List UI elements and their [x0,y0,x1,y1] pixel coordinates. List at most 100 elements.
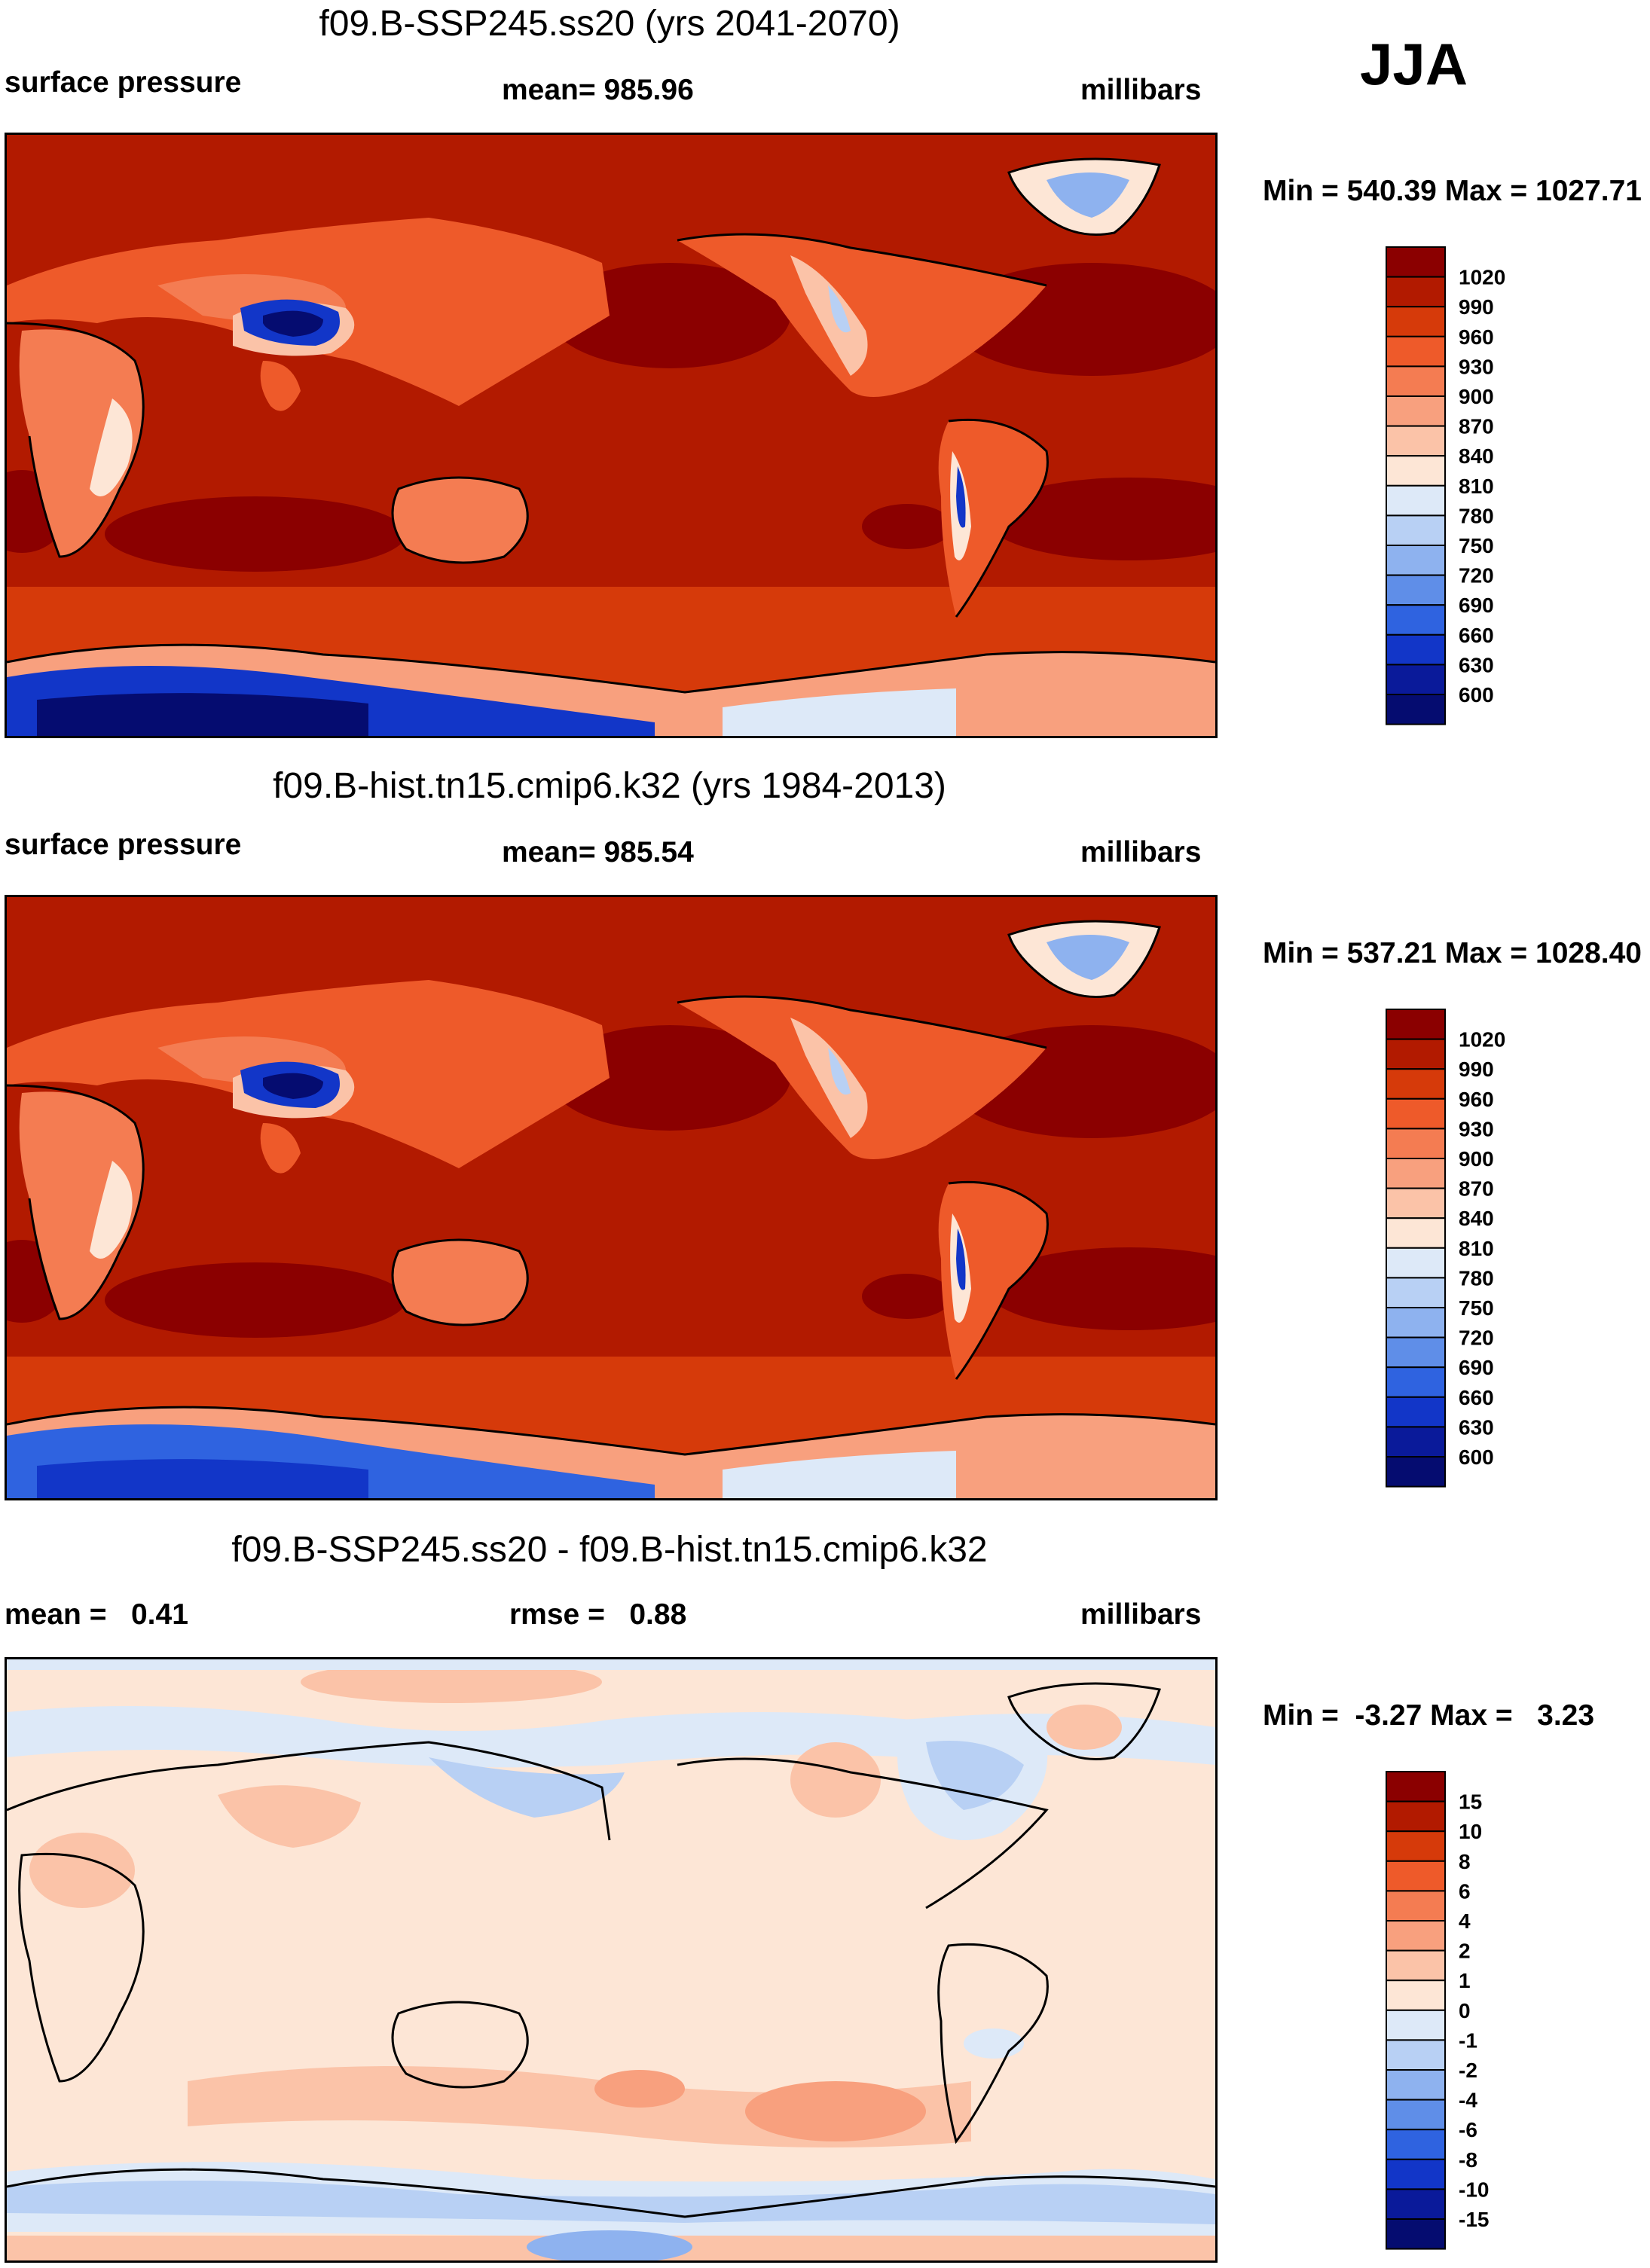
colorbar-swatch [1386,664,1446,696]
colorbar-swatch [1386,246,1446,278]
panel-2-variable-label: surface pressure [5,829,242,861]
colorbar-swatch [1386,514,1446,546]
panel-3-rmse-label: rmse = 0.88 [509,1598,687,1631]
colorbar-swatch [1386,2039,1446,2071]
colorbar-swatch [1386,1247,1446,1279]
colorbar-level-label: 0 [1459,1999,1471,2022]
colorbar-swatch [1386,1890,1446,1922]
colorbar-level-label: -4 [1459,2089,1477,2112]
colorbar-swatch [1386,545,1446,576]
colorbar-swatch [1386,2069,1446,2101]
colorbar-level-label: 810 [1459,475,1494,498]
colorbar-swatch [1386,1158,1446,1189]
colorbar-level-label: 6 [1459,1879,1471,1903]
colorbar-level-label: 8 [1459,1850,1471,1873]
colorbar-level-label: 600 [1459,683,1494,707]
colorbar-swatch [1386,1456,1446,1488]
colorbar-level-label: -6 [1459,2118,1477,2141]
colorbar-swatch [1386,1277,1446,1308]
colorbar-level-label: 960 [1459,1088,1494,1111]
colorbar-level-label: 2 [1459,1940,1471,1963]
colorbar-level-label: 960 [1459,325,1494,349]
colorbar-swatch [1386,1068,1446,1100]
colorbar-level-label: 900 [1459,385,1494,408]
colorbar-level-label: 630 [1459,653,1494,676]
colorbar-level-label: -10 [1459,2178,1489,2201]
colorbar-level-label: 1 [1459,1969,1471,1992]
colorbar-level-label: 750 [1459,1296,1494,1320]
colorbar-level-label: 690 [1459,1356,1494,1379]
colorbar-level-label: 930 [1459,1117,1494,1140]
colorbar-level-label: 780 [1459,1266,1494,1290]
colorbar-level-label: 690 [1459,594,1494,617]
colorbar-swatch [1386,1336,1446,1369]
colorbar-level-label: 840 [1459,444,1494,468]
colorbar-swatch [1386,574,1446,606]
colorbar-swatch [1386,1366,1446,1398]
colorbar-swatch [1386,1860,1446,1892]
colorbar-level-label: -2 [1459,2059,1477,2082]
season-label: JJA [1360,31,1468,97]
colorbar-level-label: 15 [1459,1790,1482,1814]
colorbar-swatch [1386,2009,1446,2041]
colorbar-swatch [1386,2188,1446,2221]
colorbar-swatch [1386,1217,1446,1249]
colorbar-swatch [1386,1038,1446,1070]
colorbar-swatch [1386,335,1446,368]
colorbar-swatch [1386,633,1446,666]
panel-3-map [5,1657,1218,2263]
panel-1-map-svg [7,135,1215,736]
panel-1-variable-label: surface pressure [5,66,242,99]
colorbar-swatch [1386,1307,1446,1339]
colorbar-swatch [1386,1800,1446,1833]
colorbar-level-label: 1020 [1459,1028,1505,1052]
colorbar-level-label: 10 [1459,1820,1482,1843]
panel-3-units-label: millibars [1080,1598,1202,1631]
panel-1-title: f09.B-SSP245.ss20 (yrs 2041-2070) [319,4,900,44]
colorbar-swatch [1386,306,1446,337]
colorbar-level-label: 900 [1459,1147,1494,1171]
colorbar-level-label: 810 [1459,1237,1494,1260]
colorbar-swatch [1386,1009,1446,1040]
panel-2-minmax: Min = 537.21 Max = 1028.40 [1263,937,1642,969]
colorbar-swatch [1386,276,1446,308]
colorbar-swatch [1386,395,1446,427]
colorbar-level-label: 870 [1459,1177,1494,1201]
colorbar-level-label: 660 [1459,624,1494,647]
colorbar-level-label: 840 [1459,1207,1494,1230]
panel-2-colorbar: 1020 990 960 930 900 870 840 810 780 750 720 690 660… [1386,1009,1505,1488]
colorbar-level-label: 630 [1459,1415,1494,1439]
colorbar-swatch [1386,1830,1446,1862]
colorbar-swatch [1386,1920,1446,1952]
colorbar-level-label: 990 [1459,295,1494,319]
colorbar-swatch [1386,2218,1446,2250]
colorbar-swatch [1386,2129,1446,2160]
panel-2-map [5,895,1218,1500]
colorbar-swatch [1386,2158,1446,2190]
panel-2-title: f09.B-hist.tn15.cmip6.k32 (yrs 1984-2013… [273,766,946,806]
colorbar-level-label: -15 [1459,2208,1489,2231]
colorbar-swatch [1386,1128,1446,1159]
panel-1-map [5,133,1218,738]
panel-1-minmax: Min = 540.39 Max = 1027.71 [1263,175,1642,207]
colorbar-swatch [1386,1771,1446,1802]
colorbar-level-label: 1020 [1459,266,1505,289]
colorbar-swatch [1386,1980,1446,2011]
panel-2-map-svg [7,897,1215,1498]
colorbar-swatch [1386,694,1446,725]
colorbar-swatch [1386,455,1446,487]
colorbar-level-label: 870 [1459,415,1494,438]
colorbar-swatch [1386,365,1446,397]
colorbar-level-label: 600 [1459,1445,1494,1469]
colorbar-swatch [1386,2099,1446,2131]
panel-3-mean-label: mean = 0.41 [5,1598,188,1631]
colorbar-level-label: 930 [1459,355,1494,378]
colorbar-level-label: 4 [1459,1909,1471,1933]
colorbar-level-label: 990 [1459,1058,1494,1081]
panel-1-colorbar: 1020 990 960 930 900 870 840 810 780 750 720 690 660… [1386,246,1505,725]
panel-3-map-svg [7,1659,1215,2260]
colorbar-level-label: 780 [1459,504,1494,527]
colorbar-level-label: 720 [1459,564,1494,588]
colorbar-level-label: -1 [1459,2028,1477,2052]
panel-1-units-label: millibars [1080,74,1202,106]
